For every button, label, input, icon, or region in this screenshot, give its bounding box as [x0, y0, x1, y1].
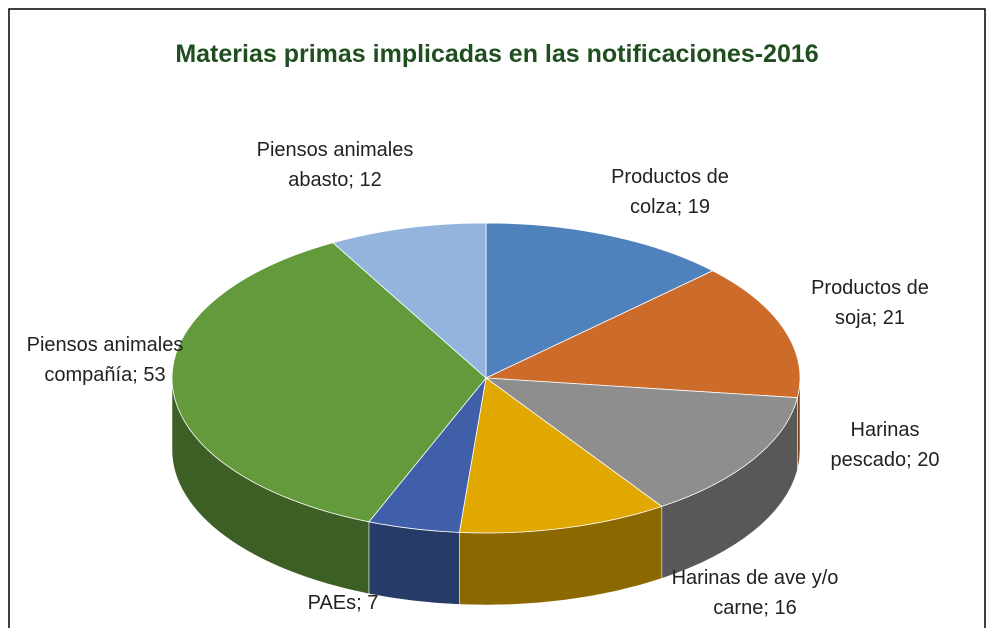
slice: [485, 222, 714, 379]
frame: [8, 8, 986, 628]
data-label: Productos de soja; 21: [811, 277, 929, 329]
data-label: Piensos animales compañía; 53: [26, 334, 184, 386]
slice: [332, 222, 487, 379]
data-label: Piensos animales abasto; 12: [256, 139, 414, 191]
data-label: PAEs; 7: [307, 592, 379, 614]
slice: [171, 242, 487, 523]
slice: [485, 270, 801, 399]
data-label: Productos de colza; 19: [611, 166, 729, 218]
chart-title: Materias primas implicadas en las notifi…: [175, 40, 819, 68]
slice: [458, 377, 663, 534]
data-label: Harinas de ave y/o carne; 16: [671, 567, 839, 619]
slice: [484, 377, 798, 507]
data-label: Harinas pescado; 20: [830, 419, 940, 471]
